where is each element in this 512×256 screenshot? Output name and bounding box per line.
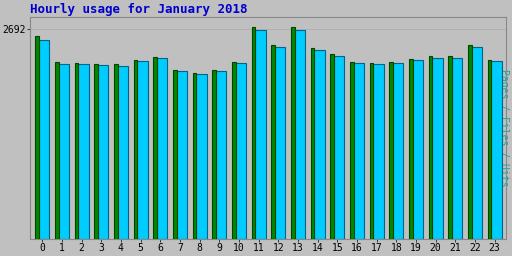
Bar <box>294 30 305 239</box>
Bar <box>334 56 345 239</box>
Bar <box>271 45 275 239</box>
Bar <box>55 62 59 239</box>
Bar <box>98 65 109 239</box>
Bar <box>154 57 157 239</box>
Bar <box>176 71 187 239</box>
Bar <box>94 64 98 239</box>
Bar <box>468 45 472 239</box>
Bar <box>291 27 295 239</box>
Bar <box>491 61 502 239</box>
Bar <box>412 60 423 239</box>
Bar <box>173 70 177 239</box>
Bar <box>373 64 384 239</box>
Bar <box>370 62 373 239</box>
Bar <box>472 47 482 239</box>
Bar <box>255 30 266 239</box>
Bar <box>314 50 325 239</box>
Bar <box>232 62 236 239</box>
Bar <box>114 65 118 239</box>
Bar <box>393 63 403 239</box>
Bar <box>75 62 78 239</box>
Bar <box>252 27 255 239</box>
Bar <box>390 62 393 239</box>
Bar <box>38 39 50 239</box>
Bar <box>311 48 314 239</box>
Bar <box>117 66 128 239</box>
Bar <box>274 47 286 239</box>
Bar <box>134 60 137 239</box>
Bar <box>429 56 432 239</box>
Bar <box>196 74 207 239</box>
Bar <box>58 64 69 239</box>
Bar <box>236 63 246 239</box>
Bar <box>452 58 462 239</box>
Bar <box>193 73 196 239</box>
Y-axis label: Pages / Files / Hits: Pages / Files / Hits <box>499 69 509 187</box>
Bar <box>137 61 148 239</box>
Bar <box>35 36 39 239</box>
Bar <box>330 54 334 239</box>
Bar <box>409 59 413 239</box>
Bar <box>216 71 226 239</box>
Bar <box>449 56 452 239</box>
Bar <box>350 62 354 239</box>
Bar <box>488 60 492 239</box>
Bar <box>78 64 89 239</box>
Bar <box>353 63 364 239</box>
Bar <box>432 58 443 239</box>
Text: Hourly usage for January 2018: Hourly usage for January 2018 <box>30 3 248 16</box>
Bar <box>212 70 216 239</box>
Bar <box>157 58 167 239</box>
